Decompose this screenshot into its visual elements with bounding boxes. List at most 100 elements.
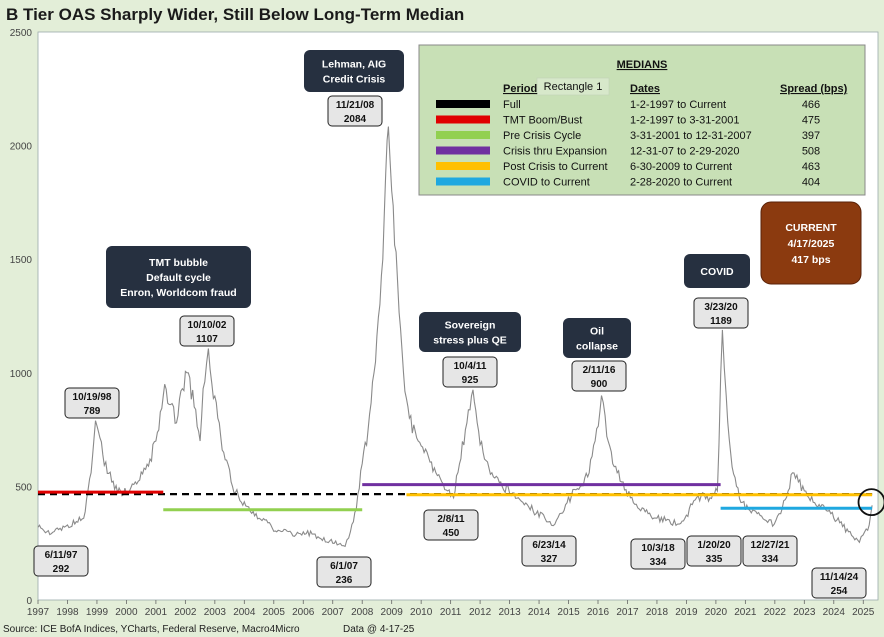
point-label-date: 6/23/14	[532, 540, 566, 551]
x-tick-label: 2012	[469, 607, 492, 618]
point-label-value: 789	[84, 406, 101, 417]
point-label-box	[33, 545, 89, 577]
legend-dates: 1-2-1997 to Current	[630, 99, 726, 111]
point-label-date: 10/10/02	[188, 320, 227, 331]
legend-period: Post Crisis to Current	[503, 161, 608, 173]
point-label-box	[686, 535, 742, 567]
legend-swatch	[436, 131, 490, 139]
point-label-value: 327	[541, 554, 558, 565]
x-tick-label: 2023	[793, 607, 816, 618]
callout-text: collapse	[576, 341, 618, 353]
legend-swatch	[436, 146, 490, 155]
x-tick-label: 1997	[27, 607, 50, 618]
y-tick-label: 2000	[10, 142, 33, 153]
point-label-box	[571, 360, 627, 392]
x-tick-label: 2005	[263, 607, 286, 618]
legend-ghost-box	[536, 77, 610, 96]
legend-title: MEDIANS	[617, 59, 668, 71]
point-label-date: 10/3/18	[641, 543, 675, 554]
callout-text: TMT bubble	[149, 257, 208, 269]
y-tick-label: 1000	[10, 369, 33, 380]
point-label-date: 3/23/20	[704, 302, 738, 313]
legend-header-dates: Dates	[630, 83, 660, 95]
x-tick-label: 2018	[646, 607, 669, 618]
point-label-date: 12/27/21	[751, 540, 790, 551]
x-tick-label: 2010	[410, 607, 433, 618]
point-label-date: 1/20/20	[697, 540, 731, 551]
callout-text: stress plus QE	[433, 335, 507, 347]
x-tick-label: 2001	[145, 607, 168, 618]
point-label-value: 900	[591, 379, 608, 390]
legend-swatch	[436, 162, 490, 170]
point-label-box	[179, 315, 235, 347]
y-tick-label: 500	[15, 482, 32, 493]
x-tick-label: 2007	[322, 607, 345, 618]
point-label-box	[442, 356, 498, 388]
legend-spread: 397	[802, 130, 820, 142]
x-tick-label: 2000	[115, 607, 138, 618]
x-tick-label: 2021	[734, 607, 757, 618]
y-tick-label: 1500	[10, 255, 33, 266]
x-tick-label: 2016	[587, 607, 610, 618]
callout-text: Enron, Worldcom fraud	[120, 287, 236, 299]
medians-legend-panel	[418, 44, 866, 196]
y-tick-label: 0	[26, 596, 32, 607]
x-tick-label: 2009	[381, 607, 404, 618]
x-tick-label: 2004	[233, 607, 256, 618]
point-label-value: 1107	[196, 334, 218, 345]
legend-spread: 404	[802, 177, 820, 189]
legend-ghost-text: Rectangle 1	[544, 81, 603, 93]
point-label-date: 2/8/11	[437, 514, 465, 525]
current-box	[760, 201, 862, 285]
legend-dates: 1-2-1997 to 3-31-2001	[630, 115, 739, 127]
current-text: 4/17/2025	[788, 238, 835, 250]
point-label-date: 11/21/08	[336, 100, 375, 111]
x-tick-label: 2014	[528, 607, 551, 618]
callout-text: Credit Crisis	[323, 74, 386, 86]
point-label-value: 236	[336, 575, 353, 586]
callout-box	[684, 254, 750, 288]
point-label-value: 334	[650, 557, 667, 568]
x-tick-label: 1999	[86, 607, 109, 618]
point-label-box	[742, 535, 798, 567]
x-tick-label: 2019	[675, 607, 698, 618]
point-label-box	[423, 509, 479, 541]
point-label-value: 925	[462, 375, 479, 386]
callout-text: Oil	[590, 326, 604, 338]
chart-title: B Tier OAS Sharply Wider, Still Below Lo…	[6, 5, 465, 24]
point-label-value: 1189	[710, 316, 732, 327]
callout-text: COVID	[700, 266, 734, 278]
legend-spread: 508	[802, 146, 820, 158]
legend-swatch	[436, 115, 490, 124]
callout-box	[563, 318, 631, 358]
legend-dates: 2-28-2020 to Current	[630, 177, 732, 189]
legend-dates: 6-30-2009 to Current	[630, 161, 732, 173]
x-tick-label: 2015	[557, 607, 580, 618]
callout-text: Default cycle	[146, 272, 211, 284]
point-label-value: 2084	[344, 114, 367, 125]
x-tick-label: 2002	[174, 607, 197, 618]
point-label-box	[521, 535, 577, 567]
x-tick-label: 2003	[204, 607, 227, 618]
x-tick-label: 1998	[56, 607, 79, 618]
point-label-date: 2/11/16	[583, 365, 616, 376]
legend-period: Pre Crisis Cycle	[503, 130, 581, 142]
point-label-box	[64, 387, 120, 419]
legend-header-spread: Spread (bps)	[780, 83, 848, 95]
x-tick-label: 2020	[705, 607, 728, 618]
footer-source: Source: ICE BofA Indices, YCharts, Feder…	[3, 624, 300, 635]
point-label-date: 10/4/11	[454, 361, 487, 372]
x-tick-label: 2025	[852, 607, 875, 618]
point-label-box	[630, 538, 686, 570]
legend-spread: 463	[802, 161, 820, 173]
callout-text: Lehman, AIG	[322, 59, 386, 71]
callout-box	[304, 50, 404, 92]
legend-swatch	[436, 177, 490, 186]
x-tick-label: 2011	[440, 607, 462, 618]
point-label-date: 6/11/97	[45, 550, 78, 561]
legend-header-period: Period	[503, 83, 537, 95]
point-label-date: 6/1/07	[330, 561, 358, 572]
point-label-box	[693, 297, 749, 329]
current-text: CURRENT	[785, 222, 837, 234]
